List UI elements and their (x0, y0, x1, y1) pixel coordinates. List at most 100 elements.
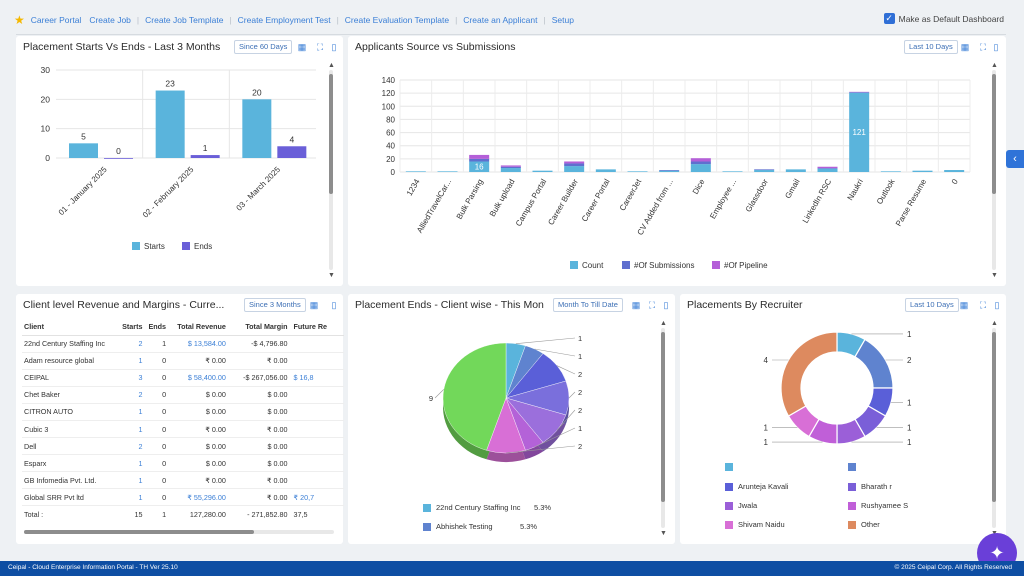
date-range-button[interactable]: Since 60 Days (234, 40, 293, 54)
calendar-icon[interactable]: ▦ (309, 300, 319, 310)
table-row[interactable]: Adam resource global 1 0 ₹ 0.00 ₹ 0.00 (22, 352, 344, 370)
table-cell[interactable]: CITRON AUTO (22, 403, 117, 421)
scroll-down-icon[interactable]: ▼ (328, 272, 335, 279)
date-range-button[interactable]: Month To Till Date (553, 298, 623, 312)
table-cell[interactable]: Esparx (22, 454, 117, 473)
horizontal-scrollbar[interactable] (24, 530, 334, 534)
date-range-button[interactable]: Last 10 Days (904, 40, 958, 54)
table-row[interactable]: Dell 2 0 $ 0.00 $ 0.00 (22, 437, 344, 456)
donut-slice (854, 338, 894, 389)
nav-link-create-employment-test[interactable]: Create Employment Test (237, 15, 331, 25)
mobile-view-icon[interactable]: ▯ (663, 300, 669, 310)
y-tick-label: 80 (386, 115, 395, 124)
legend-swatch (725, 501, 733, 510)
table-row[interactable]: GB Infomedia Pvt. Ltd. 1 0 ₹ 0.00 ₹ 0.00 (22, 471, 344, 490)
scrollbar[interactable] (329, 70, 333, 270)
column-header[interactable]: Client (22, 318, 117, 336)
bar-segment (912, 170, 933, 172)
bar-segment (944, 170, 965, 172)
legend-item[interactable]: 22nd Century Staffing Inc 5.3% (423, 503, 551, 512)
legend-item[interactable]: Abhishek Testing 5.3% (423, 522, 537, 531)
table-cell[interactable]: Dell (22, 437, 117, 456)
scroll-up-icon[interactable]: ▲ (991, 320, 998, 327)
mobile-view-icon[interactable]: ▯ (331, 300, 337, 310)
legend-swatch (712, 261, 720, 269)
nav-link-create-applicant[interactable]: Create an Applicant (463, 15, 538, 25)
table-cell[interactable]: Adam resource global (22, 352, 117, 370)
slice-label: 1 (764, 424, 769, 433)
table-cell (291, 454, 344, 473)
default-dashboard-checkbox[interactable]: ✓ Make as Default Dashboard (883, 13, 1004, 24)
table-row[interactable]: Total :15 1 127,280.00- 271,852.80 37,5 (22, 505, 344, 520)
legend-item[interactable]: Other (848, 520, 880, 529)
legend-item[interactable]: Arunteja Kavali (725, 482, 788, 491)
scroll-up-icon[interactable]: ▲ (991, 62, 998, 69)
date-range-button[interactable]: Since 3 Months (244, 298, 306, 312)
legend-swatch (570, 261, 578, 269)
table-cell[interactable]: Chet Baker (22, 386, 117, 404)
column-header[interactable]: Future Re (291, 318, 344, 336)
scrollbar[interactable] (992, 328, 996, 528)
column-header[interactable]: Ends (146, 318, 171, 336)
table-row[interactable]: 22nd Century Staffing Inc 2 1 $ 13,584.00 -$… (22, 335, 344, 353)
column-header[interactable]: Total Revenue (170, 318, 230, 336)
table-cell: 0 (146, 369, 171, 387)
legend-item[interactable]: Jwala (725, 501, 757, 510)
mobile-view-icon[interactable]: ▯ (994, 300, 1000, 310)
table-cell: 2 (116, 437, 147, 456)
legend-swatch (848, 482, 856, 491)
nav-link-create-evaluation-template[interactable]: Create Evaluation Template (344, 15, 450, 25)
table-row[interactable]: Global SRR Pvt ltd 1 0 ₹ 55,296.00 ₹ 0.00 ₹ 2… (22, 488, 344, 507)
nav-link-create-job[interactable]: Create Job (89, 15, 131, 25)
expand-icon[interactable]: ⛶ (648, 300, 656, 310)
table-cell[interactable]: Cubic 3 (22, 420, 117, 439)
mobile-view-icon[interactable]: ▯ (993, 42, 999, 52)
calendar-icon[interactable]: ▦ (960, 42, 970, 52)
legend-swatch (182, 242, 190, 250)
legend-item[interactable]: Bharath r (848, 482, 892, 491)
side-panel-toggle-icon[interactable]: ‹ (1006, 150, 1024, 168)
table-cell: ₹ 55,296.00 (170, 488, 230, 507)
nav-separator: | (229, 15, 232, 25)
nav-link-setup[interactable]: Setup (551, 15, 574, 25)
data-label: 20 (252, 87, 262, 97)
table-cell[interactable]: CEIPAL (22, 369, 117, 387)
table-row[interactable]: Esparx 1 0 $ 0.00 $ 0.00 (22, 454, 344, 473)
table-cell[interactable]: GB Infomedia Pvt. Ltd. (22, 471, 117, 490)
scroll-down-icon[interactable]: ▼ (991, 272, 998, 279)
scrollbar[interactable] (661, 328, 665, 528)
expand-icon[interactable]: ⛶ (979, 42, 987, 52)
slice-label: 1 (578, 352, 582, 361)
expand-icon[interactable]: ⛶ (979, 300, 987, 310)
table-cell[interactable]: Global SRR Pvt ltd (22, 488, 117, 507)
expand-icon[interactable]: ⛶ (316, 42, 324, 52)
date-range-button[interactable]: Last 10 Days (905, 298, 959, 312)
table-row[interactable]: Cubic 3 1 0 ₹ 0.00 ₹ 0.00 (22, 420, 344, 439)
scroll-down-icon[interactable]: ▼ (660, 530, 667, 537)
scroll-up-icon[interactable]: ▲ (328, 62, 335, 69)
table-row[interactable]: CITRON AUTO 1 0 $ 0.00 $ 0.00 (22, 403, 344, 421)
calendar-icon[interactable]: ▦ (959, 300, 969, 310)
table-cell[interactable]: 22nd Century Staffing Inc (22, 335, 117, 353)
table-row[interactable]: Chet Baker 2 0 $ 0.00 $ 0.00 (22, 386, 344, 404)
calendar-icon[interactable]: ▦ (297, 42, 307, 52)
column-header[interactable]: Total Margin (229, 318, 292, 336)
slice-label: 4 (764, 356, 769, 365)
column-header[interactable]: Starts (116, 318, 147, 336)
table-row[interactable]: CEIPAL 3 0 $ 58,400.00 -$ 267,056.00 $ 16,8 (22, 369, 344, 387)
favorite-star-icon[interactable]: ★ (14, 13, 25, 27)
nav-link-career-portal[interactable]: Career Portal (30, 15, 82, 25)
mobile-view-icon[interactable]: ▯ (331, 42, 337, 52)
legend-item[interactable] (848, 463, 861, 471)
legend-item[interactable] (725, 463, 738, 471)
panel-placement-ends: Placement Ends - Client wise - This Mon … (348, 294, 675, 544)
legend-item[interactable]: Shivam Naidu (725, 520, 785, 529)
scrollbar[interactable] (992, 70, 996, 270)
checkbox-checked-icon[interactable]: ✓ (883, 13, 895, 24)
nav-link-create-job-template[interactable]: Create Job Template (145, 15, 224, 25)
scroll-up-icon[interactable]: ▲ (660, 320, 667, 327)
table-cell[interactable]: Total : (22, 505, 117, 520)
legend-item[interactable]: Rushyamee S (848, 501, 908, 510)
bar-segment (564, 161, 585, 164)
calendar-icon[interactable]: ▦ (631, 300, 641, 310)
